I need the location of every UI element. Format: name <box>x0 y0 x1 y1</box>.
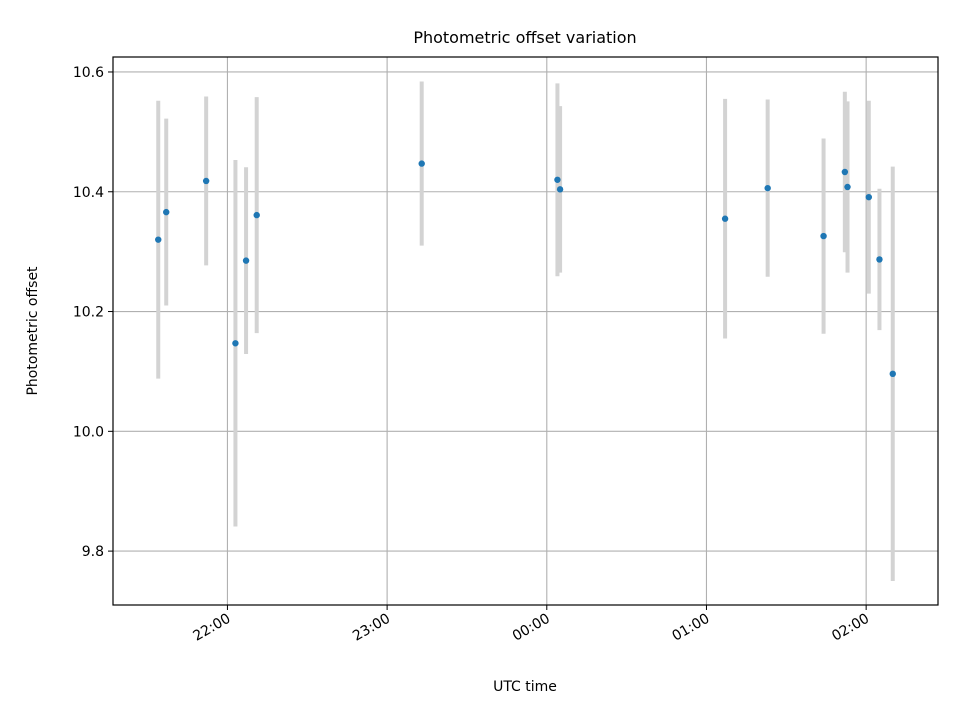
data-point <box>865 193 873 201</box>
y-tick-label: 10.4 <box>73 185 104 201</box>
data-point <box>876 256 883 263</box>
y-tick-label: 10.0 <box>73 424 104 440</box>
plot-frame <box>112 56 939 606</box>
data-points <box>155 160 896 378</box>
y-tick-label: 10.2 <box>73 305 104 321</box>
y-tick-label: 10.6 <box>73 65 104 81</box>
data-point <box>889 370 896 378</box>
y-tick-label: 9.8 <box>82 544 104 560</box>
grid <box>113 57 938 605</box>
data-point <box>841 168 849 176</box>
data-point <box>202 177 210 185</box>
y-axis: 9.8 10.0 10.2 10.4 10.6 <box>73 65 113 560</box>
chart-title: Photometric offset variation <box>413 28 636 47</box>
data-point <box>820 232 827 240</box>
data-point <box>418 160 425 167</box>
data-point <box>253 211 260 219</box>
data-point <box>721 215 729 222</box>
data-point <box>242 257 250 264</box>
x-axis-label: UTC time <box>493 679 557 695</box>
data-point <box>232 340 239 347</box>
data-point <box>844 183 851 191</box>
data-point <box>556 186 564 193</box>
y-axis-label: Photometric offset <box>25 266 41 396</box>
data-point <box>554 176 561 183</box>
data-point <box>155 236 162 243</box>
data-point <box>764 184 771 192</box>
data-point <box>163 208 170 216</box>
